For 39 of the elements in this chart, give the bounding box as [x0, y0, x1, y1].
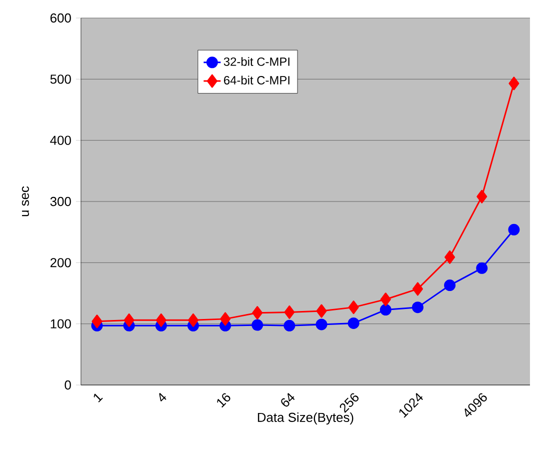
point	[444, 280, 456, 292]
point	[508, 76, 520, 90]
y-tick-label: 300	[50, 196, 71, 206]
point	[412, 302, 424, 314]
point	[380, 304, 392, 316]
point	[444, 250, 456, 264]
point	[476, 262, 488, 274]
y-tick-label: 100	[50, 319, 71, 328]
point	[124, 313, 134, 327]
point	[348, 300, 359, 314]
point	[284, 320, 296, 332]
point	[252, 306, 263, 320]
x-tick-label: 4	[159, 392, 166, 402]
point	[252, 319, 264, 331]
point	[188, 313, 198, 327]
point	[220, 312, 231, 326]
point	[476, 190, 488, 204]
point	[380, 292, 391, 306]
point	[156, 313, 166, 327]
point	[92, 314, 102, 328]
y-tick-label: 200	[50, 258, 71, 268]
legend-label: 64-bit C-MPI	[224, 76, 290, 84]
point	[508, 224, 520, 236]
point	[412, 282, 423, 296]
y-tick-label: 500	[50, 74, 71, 84]
y-tick-label: 400	[50, 136, 71, 145]
x-tick-label: 16	[217, 393, 230, 408]
x-tick-label: 1	[94, 394, 103, 402]
y-axis-title: u sec	[22, 186, 30, 216]
x-tick-label: 256	[340, 393, 359, 413]
x-axis-title: Data Size(Bytes)	[258, 412, 354, 425]
y-tick-label: 600	[50, 13, 71, 23]
point	[316, 318, 328, 330]
point	[348, 317, 360, 329]
point	[316, 304, 327, 318]
legend-label: 32-bit C-MPI	[224, 57, 290, 66]
x-tick-label: 64	[281, 392, 295, 407]
y-tick-label: 0	[64, 380, 71, 390]
point	[284, 305, 295, 319]
